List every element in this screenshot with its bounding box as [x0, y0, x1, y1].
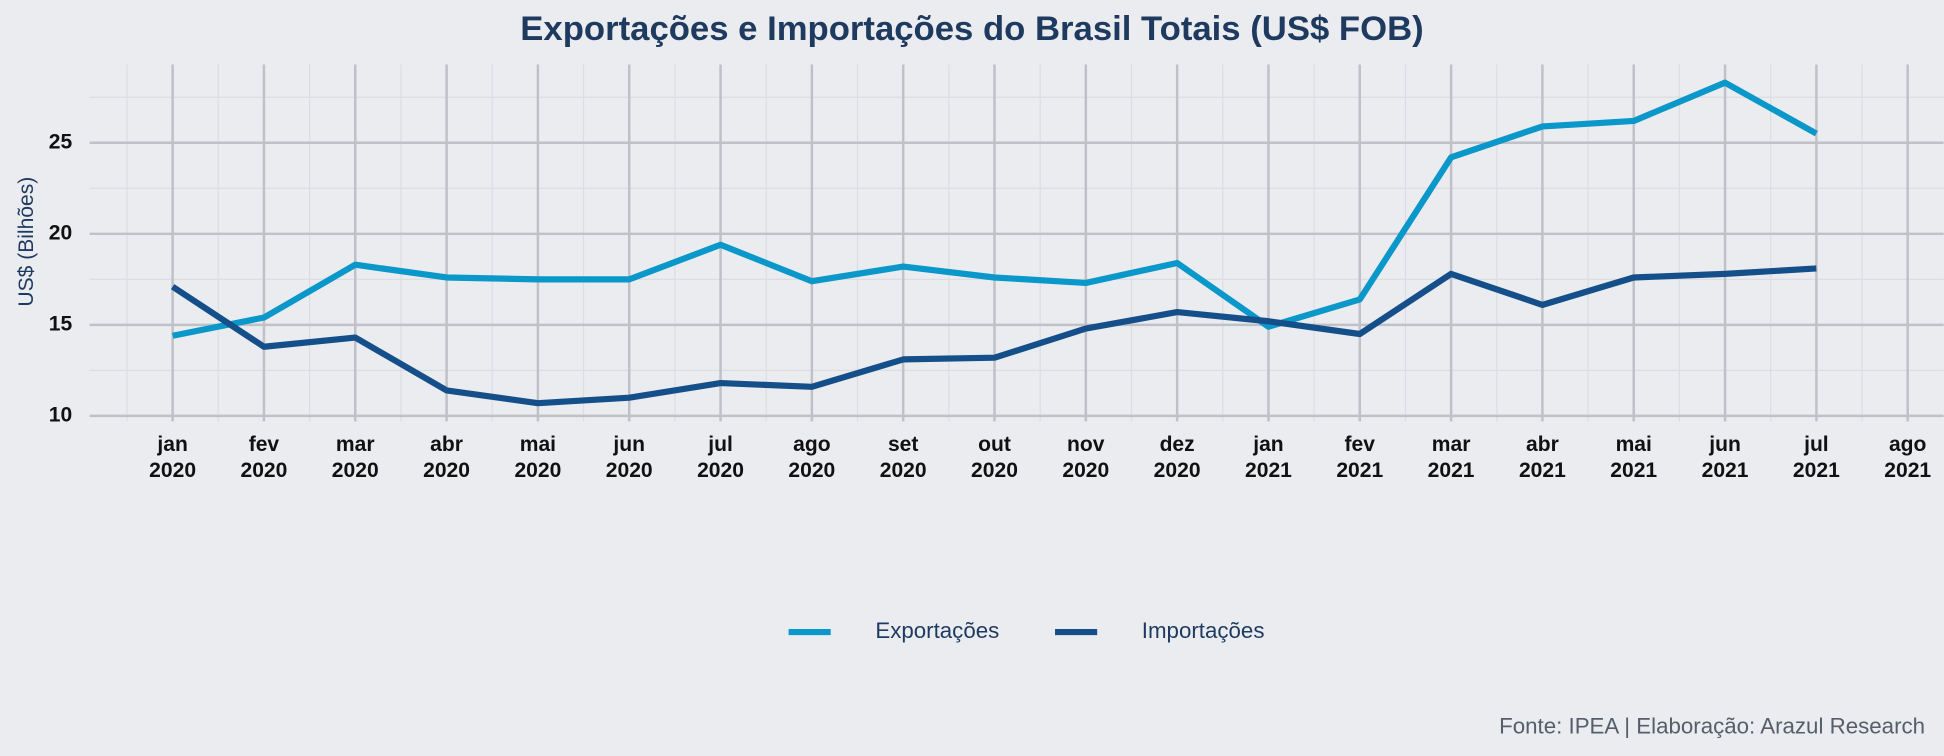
x-tick-label: mar 2021 — [1427, 432, 1475, 483]
x-tick-label: abr 2021 — [1518, 432, 1566, 483]
line-series — [170, 265, 1817, 407]
y-tick-label: 15 — [49, 312, 73, 335]
x-tick-label: jul 2021 — [1792, 432, 1840, 483]
x-tick-wrap: ago 2020 — [788, 432, 836, 483]
x-tick-label: fev 2020 — [240, 432, 288, 483]
x-tick-wrap: jun 2021 — [1701, 432, 1749, 483]
caption: Fonte: IPEA | Elaboração: Arazul Researc… — [1499, 713, 1925, 738]
y-tick-label: 20 — [49, 221, 72, 244]
x-tick-wrap: ago 2021 — [1884, 432, 1932, 483]
x-tick-wrap: jun 2020 — [605, 432, 653, 483]
x-tick-label: dez 2020 — [1153, 432, 1201, 483]
legend-label: Importações — [1142, 618, 1265, 643]
y-axis-label: US$ (Bilhões) — [15, 177, 38, 307]
x-tick-wrap: jan 2020 — [149, 432, 197, 483]
x-tick-label: fev 2021 — [1336, 432, 1384, 483]
x-tick-wrap: mai 2020 — [514, 432, 562, 483]
x-tick-wrap: jul 2021 — [1792, 432, 1840, 483]
x-tick-label: nov 2020 — [1062, 432, 1110, 483]
y-tick-label: 10 — [49, 403, 72, 426]
x-tick-label: abr 2020 — [423, 432, 471, 483]
x-tick-label: set 2020 — [879, 432, 927, 483]
x-tick-wrap: abr 2021 — [1518, 432, 1566, 483]
x-tick-label: jan 2020 — [149, 432, 197, 483]
x-tick-label: mai 2021 — [1610, 432, 1658, 483]
x-tick-label: jun 2020 — [605, 432, 653, 483]
x-tick-wrap: mai 2021 — [1610, 432, 1658, 483]
x-tick-wrap: jul 2020 — [697, 432, 744, 483]
x-tick-wrap: nov 2020 — [1062, 432, 1110, 483]
x-tick-wrap: out 2020 — [971, 432, 1018, 483]
x-tick-label: jan 2021 — [1245, 432, 1292, 483]
x-tick-wrap: mar 2020 — [331, 432, 379, 483]
x-tick-wrap: fev 2021 — [1336, 432, 1384, 483]
x-tick-label: out 2020 — [971, 432, 1018, 483]
x-tick-label: mar 2020 — [331, 432, 379, 483]
x-tick-wrap: mar 2021 — [1427, 432, 1475, 483]
chart-title: Exportações e Importações do Brasil Tota… — [520, 10, 1423, 48]
x-tick-wrap: dez 2020 — [1153, 432, 1201, 483]
x-tick-wrap: set 2020 — [879, 432, 927, 483]
y-tick-label: 25 — [49, 130, 73, 153]
x-tick-label: ago 2021 — [1884, 432, 1932, 483]
line-series — [172, 79, 1818, 339]
x-tick-wrap: fev 2020 — [240, 432, 288, 483]
legend-label: Exportações — [875, 618, 999, 643]
x-tick-wrap: jan 2021 — [1245, 432, 1292, 483]
x-tick-wrap: abr 2020 — [423, 432, 471, 483]
x-tick-label: mai 2020 — [514, 432, 562, 483]
x-tick-label: ago 2020 — [788, 432, 836, 483]
x-tick-label: jul 2020 — [697, 432, 744, 483]
x-tick-label: jun 2021 — [1701, 432, 1749, 483]
